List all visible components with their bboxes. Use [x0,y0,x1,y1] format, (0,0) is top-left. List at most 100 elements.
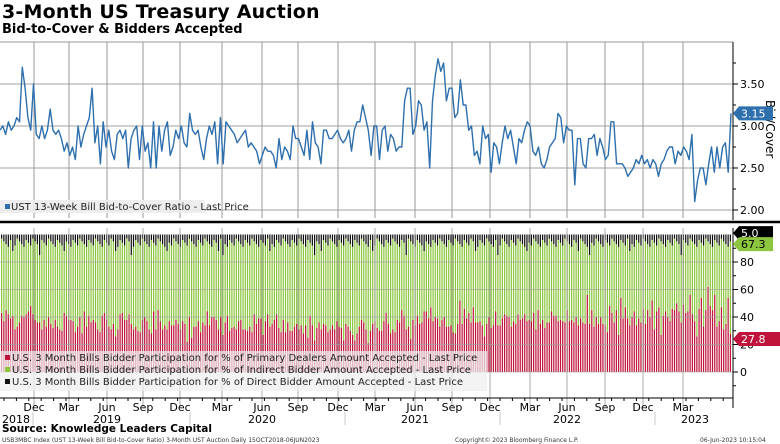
bar-indirect-bidders [441,241,443,320]
bar-direct-bidders [199,234,202,243]
bar-direct-bidders [693,234,696,245]
bar-direct-bidders [490,234,492,245]
bar-primary-dealers [83,311,85,372]
bar-primary-dealers [72,321,74,372]
bar-indirect-bidders [351,246,354,335]
bar-direct-bidders [322,234,325,240]
bar-primary-dealers [559,319,562,372]
bar-indirect-bidders [427,244,430,319]
bar-indirect-bidders [693,244,696,322]
bar-direct-bidders [512,234,515,243]
bar-direct-bidders [193,234,195,245]
bar-primary-dealers [696,336,698,372]
bar-primary-dealers [421,322,423,372]
bar-primary-dealers [264,321,267,372]
bar-indirect-bidders [211,246,213,317]
bar-direct-bidders [606,234,609,243]
bar-indirect-bidders [452,245,454,333]
last-value-direct-text: 5.0 [741,227,759,240]
bar-primary-dealers [3,321,5,372]
bar-direct-bidders [398,234,401,247]
bar-direct-bidders [202,234,204,246]
bar-primary-dealers [503,314,506,372]
bar-direct-bidders [624,234,626,246]
x-month-label: Mar [673,401,694,414]
bar-indirect-bidders [280,245,282,333]
bar-direct-bidders [577,234,579,251]
bar-primary-dealers [309,315,311,372]
bar-indirect-bidders [12,251,14,316]
bar-indirect-bidders [711,246,714,311]
bar-indirect-bidders [302,244,305,334]
bar-direct-bidders [108,234,110,246]
bar-primary-dealers [524,314,526,372]
bar-indirect-bidders [157,238,159,311]
bar-direct-bidders [403,234,405,243]
bar-direct-bidders [448,234,450,240]
bar-direct-bidders [673,234,676,239]
bar-indirect-bidders [363,241,365,323]
bar-direct-bidders [633,234,635,247]
bar-direct-bidders [412,234,414,245]
bar-direct-bidders [465,234,468,243]
bar-primary-dealers [25,314,27,372]
bar-primary-dealers [157,310,159,372]
bar-direct-bidders [177,234,179,245]
bar-direct-bidders [320,234,322,251]
x-month-label: Jun [97,401,115,414]
bar-primary-dealers [671,308,673,372]
bar-primary-dealers [720,307,723,372]
bar-indirect-bidders [222,255,224,335]
bar-indirect-bidders [161,244,164,330]
bar-indirect-bidders [94,238,97,323]
bar-indirect-bidders [700,242,702,298]
bar-direct-bidders [282,234,284,239]
bar-direct-bidders [671,234,673,246]
bar-primary-dealers [360,319,363,372]
bar-direct-bidders [510,234,512,240]
bar-indirect-bidders [275,240,278,315]
bar-indirect-bidders [240,244,242,320]
bar-indirect-bidders [725,244,727,324]
x-month-label: Sep [595,401,616,414]
bar-indirect-bidders [401,240,403,311]
bar-indirect-bidders [356,242,358,334]
bar-primary-dealers [177,323,179,372]
bar-direct-bidders [289,234,291,247]
bar-direct-bidders [72,234,74,240]
bar-direct-bidders [56,234,59,240]
bar-indirect-bidders [231,242,233,328]
top-ytick-label: 2.50 [740,162,765,175]
bar-primary-dealers [128,314,130,372]
bar-primary-dealers [613,322,615,372]
bar-indirect-bidders [443,244,445,317]
bar-direct-bidders [360,234,363,239]
bar-indirect-bidders [635,240,638,326]
bar-indirect-bidders [61,245,63,331]
bar-direct-bidders [30,234,32,246]
bar-direct-bidders [349,234,351,245]
bar-indirect-bidders [186,245,188,342]
bar-indirect-bidders [56,240,59,327]
bar-primary-dealers [481,325,483,372]
bar-direct-bidders [155,234,157,246]
bar-direct-bidders [519,234,521,242]
bar-primary-dealers [718,321,720,372]
bar-indirect-bidders [615,244,617,311]
x-year-label: 2021 [401,413,429,426]
bar-direct-bidders [271,234,273,245]
bar-direct-bidders [698,234,700,240]
bar-indirect-bidders [224,244,226,323]
bar-indirect-bidders [14,245,16,330]
bar-direct-bidders [588,234,591,256]
bar-indirect-bidders [316,241,318,328]
bar-direct-bidders [562,234,564,246]
bar-direct-bidders [249,234,251,246]
bar-primary-dealers [403,315,405,372]
bar-primary-dealers [709,306,711,372]
bar-direct-bidders [170,234,173,246]
bar-indirect-bidders [729,241,731,334]
bar-direct-bidders [372,234,374,251]
bar-primary-dealers [88,315,90,372]
bar-primary-dealers [7,314,9,372]
